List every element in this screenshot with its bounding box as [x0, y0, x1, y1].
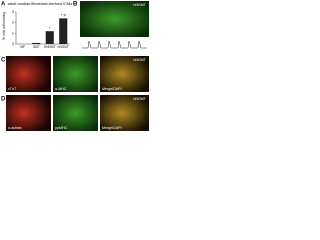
micrograph — [100, 95, 149, 131]
x-tick-label: GMT — [33, 45, 40, 49]
micrograph — [53, 56, 98, 92]
panel-label: C — [1, 58, 6, 64]
bar — [59, 18, 68, 44]
image-label: hNGMT — [133, 3, 146, 7]
micrograph — [6, 95, 51, 131]
image-label: cTnT — [8, 87, 17, 91]
x-tick-label: hNGMT — [58, 45, 69, 49]
micrograph — [53, 95, 98, 131]
x-tick-label: MF — [20, 45, 25, 49]
significance-mark: * # — [61, 12, 67, 17]
y-tick-label: 2 — [12, 21, 14, 25]
y-axis-label: % cells with beating — [2, 12, 6, 40]
bar — [45, 31, 54, 44]
micrograph — [100, 56, 149, 92]
panel-label: A — [1, 2, 6, 8]
image-label: hNGMT — [133, 97, 146, 101]
micrograph — [6, 56, 51, 92]
y-tick-label: 1 — [12, 31, 14, 35]
calcium-trace — [82, 40, 147, 49]
figure: A adult cardiac fibroblast-derived iCMs … — [1, 1, 149, 131]
micrograph — [80, 1, 149, 37]
panel-label: B — [73, 2, 78, 8]
significance-mark: * — [49, 25, 51, 30]
image-label: Merge/DAPI — [102, 87, 122, 91]
y-tick-label: 0 — [12, 42, 14, 46]
image-label: Merge/DAPI — [102, 126, 122, 130]
image-label: hNGMT — [133, 58, 146, 62]
image-label: α-MHC — [55, 87, 67, 91]
y-tick-label: 3 — [12, 10, 14, 14]
image-label: ppMHC — [55, 126, 68, 130]
x-tick-label: HNGMT — [44, 45, 56, 49]
panel-label: D — [1, 97, 6, 103]
bar — [32, 42, 41, 44]
image-label: α-actinin — [8, 126, 22, 130]
chart-title: adult cardiac fibroblast-derived iCMs — [8, 1, 73, 6]
